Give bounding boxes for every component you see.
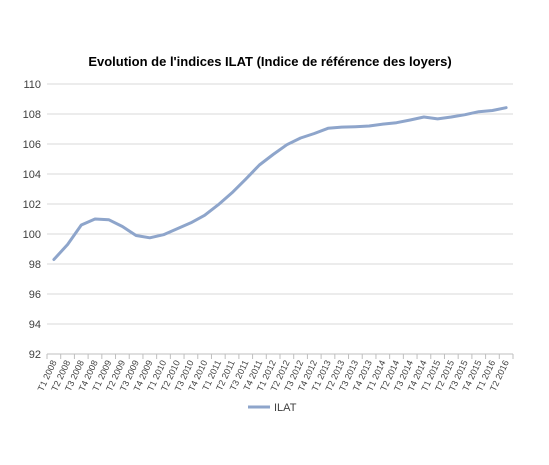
y-tick-label: 102 [23, 199, 41, 211]
y-tick-label: 104 [23, 169, 41, 181]
y-tick-label: 92 [29, 349, 41, 361]
y-axis-tick-labels: 92 94 96 98 100 102 104 106 108 110 [23, 79, 41, 361]
y-tick-label: 96 [29, 289, 41, 301]
chart-title: Evolution de l'indices ILAT (Indice de r… [88, 54, 451, 69]
axes [46, 353, 514, 359]
series-line [52, 106, 508, 261]
legend: ILAT [248, 402, 297, 414]
gridlines [47, 83, 513, 325]
y-tick-label: 108 [23, 109, 41, 121]
legend-label: ILAT [274, 402, 297, 414]
y-tick-label: 100 [23, 229, 41, 241]
y-tick-label: 106 [23, 139, 41, 151]
y-tick-label: 110 [23, 79, 41, 91]
y-tick-label: 94 [29, 319, 41, 331]
series-lines [52, 106, 508, 261]
y-tick-label: 98 [29, 259, 41, 271]
